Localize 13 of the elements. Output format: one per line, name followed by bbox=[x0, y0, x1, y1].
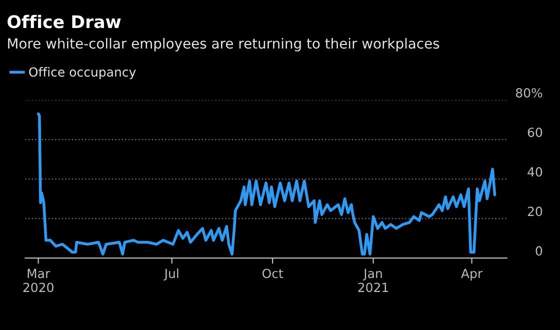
chart-title: Office Draw bbox=[8, 14, 121, 28]
chart-subtitle: More white-collar employees are returning to their workplaces bbox=[8, 38, 440, 52]
x-tick-label: Jan 2021 bbox=[358, 268, 388, 292]
y-tick-label: 60 bbox=[528, 128, 542, 138]
y-tick-label: 40 bbox=[528, 167, 542, 177]
x-tick-label: Jul bbox=[164, 268, 178, 280]
x-tick-label: Oct bbox=[262, 268, 284, 278]
x-tick-label: Mar 2020 bbox=[23, 268, 54, 292]
y-tick-label: 80% bbox=[516, 88, 542, 98]
y-tick-label: 20 bbox=[528, 206, 542, 216]
legend-label: Office occupancy bbox=[29, 67, 136, 80]
y-tick-label: 0 bbox=[536, 246, 542, 256]
x-tick-label: Apr bbox=[461, 268, 483, 281]
